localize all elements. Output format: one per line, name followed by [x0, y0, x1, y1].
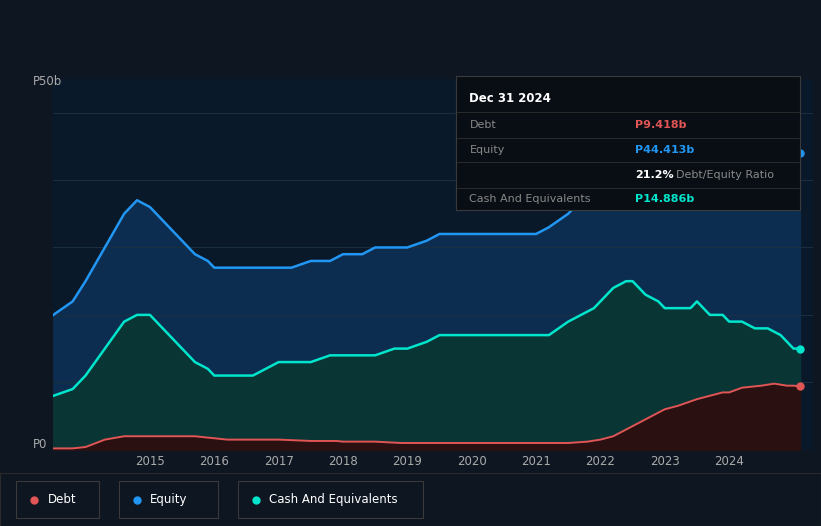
Text: Debt: Debt: [470, 120, 496, 130]
Text: 21.2%: 21.2%: [635, 170, 673, 180]
Text: P44.413b: P44.413b: [635, 145, 695, 155]
Text: P9.418b: P9.418b: [635, 120, 686, 130]
Text: Cash And Equivalents: Cash And Equivalents: [470, 194, 591, 204]
Text: Cash And Equivalents: Cash And Equivalents: [269, 493, 398, 506]
Text: P14.886b: P14.886b: [635, 194, 695, 204]
Text: Debt: Debt: [48, 493, 76, 506]
Text: P0: P0: [33, 438, 48, 451]
Text: Equity: Equity: [150, 493, 188, 506]
Text: Equity: Equity: [470, 145, 505, 155]
Text: P50b: P50b: [33, 75, 62, 88]
Text: Dec 31 2024: Dec 31 2024: [470, 93, 552, 105]
Text: Debt/Equity Ratio: Debt/Equity Ratio: [677, 170, 774, 180]
